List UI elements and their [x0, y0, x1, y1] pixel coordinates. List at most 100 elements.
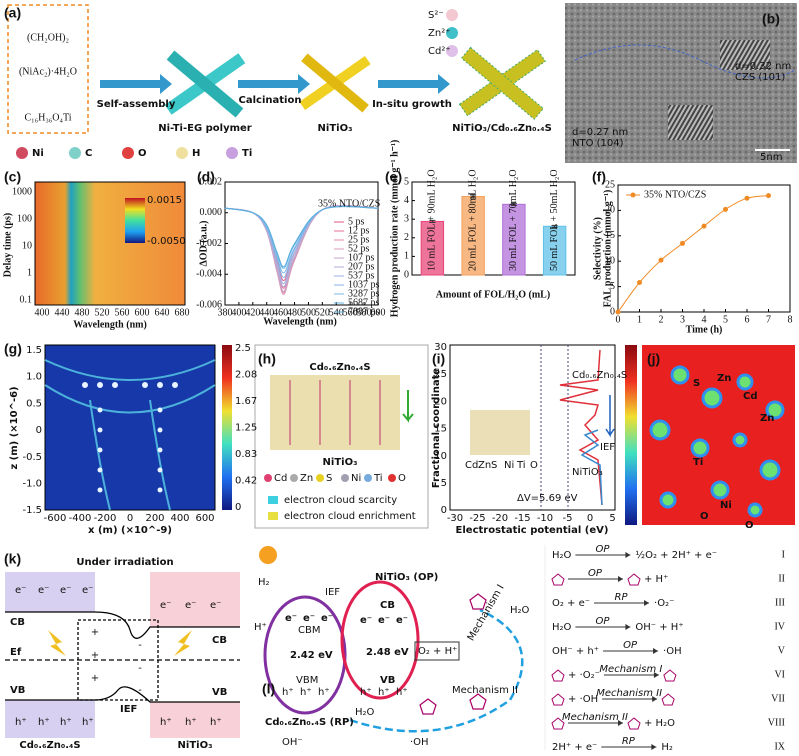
- x-tick-label: 6: [745, 314, 750, 325]
- y-axis-label: ΔOD (a.u.): [198, 221, 209, 267]
- y-axis-label: Selectivity (%): [592, 217, 603, 280]
- label: -0.5: [22, 452, 42, 463]
- label: H₂O: [510, 605, 530, 616]
- x-tick-label: 3: [680, 314, 685, 325]
- label: Zn: [717, 373, 731, 384]
- label: Under irradiation: [76, 557, 173, 568]
- label: NTO (104): [572, 138, 624, 149]
- label: 0: [235, 502, 241, 513]
- molecule: [627, 717, 641, 730]
- label: e⁻: [160, 600, 171, 611]
- label: 680: [175, 307, 190, 318]
- label: Cd₀.₆Zn₀.₄S: [309, 362, 370, 373]
- label: S: [491, 460, 497, 471]
- molecule: [663, 669, 677, 682]
- label: CZS (101): [735, 72, 785, 83]
- label: In-situ growth: [372, 99, 452, 110]
- label: -400: [69, 513, 92, 524]
- label: ·OH: [410, 737, 429, 748]
- label: 30: [434, 342, 447, 353]
- label: electron cloud scarcity: [284, 495, 397, 506]
- label: ·OH: [663, 646, 682, 657]
- label: e⁻: [210, 600, 221, 611]
- label: 600: [135, 307, 150, 318]
- label: ½O₂ + 2H⁺ + e⁻: [635, 549, 717, 561]
- x-tick-label: 400: [231, 307, 246, 318]
- label: 400: [170, 513, 189, 524]
- band: [150, 572, 240, 627]
- label: + ·OH: [568, 694, 598, 705]
- legend-label: 1037 ps: [348, 279, 380, 290]
- panel-label: (d): [197, 169, 215, 185]
- band: [5, 700, 95, 738]
- point: [744, 195, 750, 201]
- label: 480: [75, 307, 90, 318]
- label: 560: [115, 307, 130, 318]
- category-label: 50 mL FOL + 50mL H₂O: [549, 169, 560, 271]
- colorbar: [625, 345, 637, 525]
- label: h⁺: [160, 717, 172, 728]
- label: -15: [514, 513, 530, 524]
- label: VB: [212, 687, 227, 698]
- label: IEF: [600, 442, 615, 453]
- label: h⁺: [282, 687, 294, 698]
- y-tick-label: 1: [404, 251, 409, 262]
- eq-arrowhead: [618, 576, 623, 582]
- label: VBM: [296, 675, 318, 686]
- series-line: [224, 206, 379, 268]
- label: 5nm: [760, 152, 782, 163]
- x-tick-label: 540: [329, 307, 344, 318]
- label: 1.25: [235, 423, 257, 434]
- x-axis-label: Amount of FOL/H₂O (mL): [436, 289, 550, 300]
- error-bar: [551, 224, 558, 228]
- label: h⁺: [60, 717, 72, 728]
- label: VII: [771, 693, 785, 704]
- cross-composite: [458, 46, 547, 120]
- o2-box: [414, 641, 460, 661]
- label: Cd₀.₆Zn₀.₄S: [572, 370, 627, 381]
- label: e⁻: [321, 613, 333, 624]
- atom-dots: [264, 474, 396, 482]
- label: h⁺: [185, 717, 197, 728]
- label: 2.08: [235, 370, 257, 381]
- label: O: [700, 511, 709, 522]
- label: H₂: [258, 577, 270, 588]
- colorbar: [125, 198, 145, 243]
- label: electron cloud enrichment: [284, 511, 416, 522]
- legend-label: 537 ps: [348, 270, 375, 281]
- label: 400: [35, 307, 50, 318]
- panel-label: (j): [647, 351, 660, 367]
- label: 0: [587, 513, 593, 524]
- y-tick-label: -0.006: [196, 299, 222, 310]
- label: 0: [441, 505, 447, 516]
- label: Delay time (ps): [2, 213, 13, 277]
- arrow: [402, 390, 414, 423]
- bonds: [289, 380, 381, 445]
- label: e⁻: [60, 585, 71, 596]
- label: NiTiO₃ (OP): [375, 572, 438, 583]
- label: h⁺: [378, 687, 390, 698]
- plot-frame: [411, 181, 576, 276]
- label: Ni: [720, 500, 732, 511]
- label: Cd: [274, 473, 287, 484]
- annotation: 35% NTO/CZS: [318, 198, 380, 209]
- label: (NiAc₂)·4H₂O: [19, 66, 77, 77]
- atom-dots: [16, 147, 238, 159]
- label: e⁻: [303, 613, 315, 624]
- label: Zn²⁺: [428, 28, 450, 39]
- label: NiTiO₃/Cd₀.₆Zn₀.₄S: [452, 123, 552, 134]
- label: h⁺: [38, 717, 50, 728]
- label: 100: [17, 213, 32, 224]
- label: +: [91, 650, 99, 661]
- eq-arrowhead: [653, 672, 659, 678]
- x-tick-label: 580: [357, 307, 372, 318]
- label: S: [693, 378, 700, 389]
- label: -10: [537, 513, 553, 524]
- label: VB: [380, 675, 395, 686]
- label: h⁺: [318, 687, 330, 698]
- label: IV: [774, 621, 785, 632]
- label: h⁺: [15, 717, 27, 728]
- y-tick-label: 0: [404, 269, 409, 280]
- label: O: [138, 148, 147, 159]
- label: 2.48 eV: [366, 647, 409, 658]
